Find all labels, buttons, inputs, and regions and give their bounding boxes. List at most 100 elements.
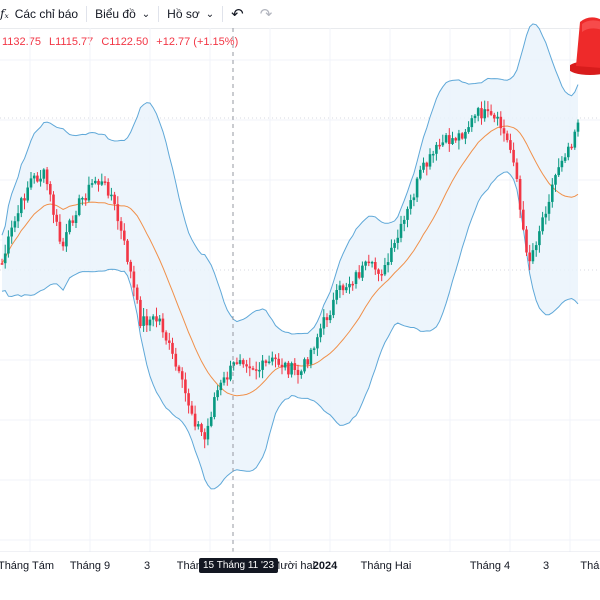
candle-body	[431, 153, 435, 156]
candle-body	[412, 197, 416, 201]
candle-body	[74, 215, 78, 223]
candle-body	[132, 271, 136, 288]
candle-body	[306, 359, 309, 365]
candle-body	[509, 140, 512, 150]
candle-body	[383, 265, 387, 275]
candle-body	[180, 371, 184, 380]
candle-body	[441, 142, 445, 146]
candle-body	[290, 363, 293, 375]
candle-body	[570, 146, 573, 149]
candle-body	[242, 360, 245, 365]
candle-body	[380, 274, 383, 276]
candle-body	[158, 318, 161, 322]
candle-body	[197, 424, 200, 427]
candle-body	[0, 263, 4, 265]
candlestick-chart[interactable]	[0, 0, 600, 552]
candle-body	[32, 175, 36, 179]
indicators-label: Các chỉ báo	[14, 7, 79, 21]
candle-body	[522, 209, 525, 230]
toolbar-divider	[86, 6, 88, 22]
candle-body	[325, 317, 329, 321]
candle-body	[139, 299, 142, 326]
candle-body	[277, 358, 280, 365]
candle-body	[428, 154, 432, 167]
indicators-button[interactable]: ƒₓ Các chỉ báo	[0, 0, 86, 28]
candle-body	[23, 198, 26, 201]
x-tick-label: 3	[542, 560, 550, 572]
candle-body	[229, 365, 232, 380]
candle-body	[390, 247, 393, 262]
candle-body	[374, 262, 377, 270]
candle-body	[460, 133, 464, 139]
candle-body	[328, 315, 332, 321]
chart-menu-label: Biểu đồ	[95, 7, 136, 21]
candle-body	[473, 115, 477, 119]
candle-body	[496, 116, 499, 119]
candle-body	[16, 213, 20, 222]
candle-body	[280, 364, 284, 368]
candle-body	[267, 361, 271, 363]
ohlc-low: L1115.77	[49, 36, 94, 48]
x-tick-label: 3	[143, 560, 151, 572]
candle-body	[261, 360, 264, 370]
candle-body	[206, 425, 210, 440]
candle-body	[554, 175, 557, 185]
x-axis: Tháng Tám Tháng 9 3 Tháng 10 Tháng Mười …	[0, 552, 600, 600]
candle-body	[332, 299, 335, 316]
candle-body	[274, 357, 277, 360]
candle-body	[164, 332, 168, 341]
candle-body	[309, 349, 313, 365]
redo-icon: ↷	[259, 6, 273, 23]
fx-icon: ƒₓ	[0, 7, 9, 21]
candle-body	[551, 184, 554, 202]
undo-button[interactable]: ↶	[223, 0, 252, 28]
candle-body	[119, 221, 123, 231]
profile-menu-label: Hồ sơ	[167, 7, 200, 21]
bollinger-band-fill	[2, 23, 578, 489]
profile-menu-button[interactable]: Hồ sơ ⌄	[159, 0, 222, 28]
ohlc-high: 1132.75	[2, 36, 41, 48]
x-tick-label: Tháng	[580, 560, 600, 572]
candle-body	[409, 200, 412, 209]
candle-body	[94, 180, 97, 184]
chart-menu-button[interactable]: Biểu đồ ⌄	[87, 0, 158, 28]
candle-body	[184, 379, 187, 394]
candle-body	[238, 360, 242, 364]
candle-body	[100, 181, 104, 185]
candle-body	[367, 261, 371, 264]
candle-body	[71, 220, 75, 223]
candle-body	[560, 160, 564, 168]
candle-body	[193, 413, 197, 427]
candle-body	[338, 285, 342, 290]
candle-body	[341, 285, 345, 291]
candle-body	[90, 183, 94, 185]
candle-body	[187, 393, 190, 406]
candle-body	[515, 162, 519, 179]
candle-body	[483, 109, 486, 119]
top-toolbar: ƒₓ Các chỉ báo Biểu đồ ⌄ Hồ sơ ⌄ ↶ ↷	[0, 0, 600, 29]
candle-body	[7, 236, 10, 254]
candle-body	[300, 371, 303, 375]
candle-body	[489, 111, 493, 115]
candle-body	[464, 131, 467, 139]
candle-body	[148, 319, 152, 326]
candle-body	[319, 328, 322, 338]
candle-body	[245, 364, 248, 367]
redo-button[interactable]: ↷	[252, 0, 281, 28]
candle-body	[226, 377, 229, 380]
candle-body	[454, 138, 457, 141]
candle-body	[168, 340, 171, 343]
candle-body	[161, 318, 165, 333]
candle-body	[52, 194, 55, 215]
candle-body	[486, 109, 490, 112]
chevron-down-icon: ⌄	[141, 8, 151, 20]
candle-body	[335, 290, 338, 300]
candle-body	[480, 108, 483, 119]
candle-body	[142, 316, 145, 326]
ohlc-legend: 1132.75 L1115.77 C1122.50 +12.77 (+1.15%…	[2, 36, 243, 48]
candle-body	[419, 169, 422, 179]
candle-body	[13, 221, 17, 228]
chevron-down-icon: ⌄	[205, 8, 215, 20]
candle-body	[467, 127, 470, 132]
candle-body	[29, 178, 33, 188]
